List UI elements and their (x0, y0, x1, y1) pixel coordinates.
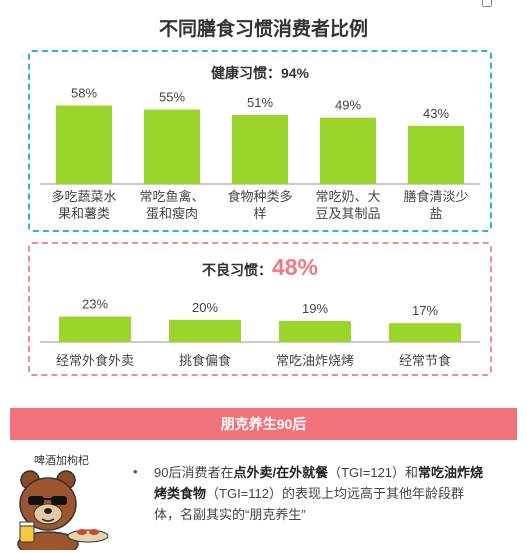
description-bullet: • (133, 464, 138, 479)
bad-panel-title: 不良习惯：48% (30, 254, 490, 281)
bar (320, 117, 376, 184)
banner-text: 朋克养生90后 (220, 416, 307, 432)
category-label: 膳食清淡少 (403, 189, 468, 204)
desc-bold-2: 常吃油炸烧烤类食物 (154, 465, 484, 501)
bad-habits-chart: 23% 经常外食外卖 20% 挑食偏食 19% 常吃油炸烧烤 17% 经常节食 (40, 297, 480, 368)
category-label: 食物种类多 (227, 189, 292, 204)
data-label: 49% (335, 98, 361, 113)
bar (59, 316, 131, 342)
desc-part-1: 90后消费者在 (154, 465, 234, 480)
bad-title-value: 48% (271, 254, 319, 280)
bad-habits-panel: 不良习惯：48% 23% 经常外食外卖 20% 挑食偏食 19% 常吃油炸烧烤 17% 经常节… (28, 242, 492, 376)
category-label: 多吃蔬菜水 (51, 189, 116, 204)
data-label: 17% (412, 303, 438, 318)
bar (389, 323, 461, 342)
page-title: 不同膳食习惯消费者比例 (158, 19, 368, 40)
data-label: 23% (82, 297, 108, 312)
category-label: 样 (253, 206, 266, 221)
category-label: 常吃油炸烧烤 (276, 353, 354, 368)
healthy-habits-panel: 健康习惯：94% 58% 多吃蔬菜水果和薯类 55% 常吃鱼禽、蛋和瘦肉 51% 食物种类… (28, 50, 492, 232)
bear-with-sunglasses-icon (17, 470, 109, 550)
data-label: 55% (159, 90, 185, 105)
bar (169, 319, 241, 342)
category-label: 挑食偏食 (179, 353, 231, 368)
category-label: 常吃奶、大 (315, 189, 380, 204)
category-label: 盐 (429, 206, 442, 221)
banner: 朋克养生90后 (10, 408, 517, 440)
data-label: 19% (302, 301, 328, 316)
category-label: 经常节食 (399, 353, 451, 368)
data-label: 58% (71, 85, 97, 100)
bad-title-prefix: 不良习惯： (201, 262, 272, 278)
desc-part-2: （TGI=121）和 (328, 465, 419, 480)
bar (279, 320, 351, 342)
mascot-label: 啤酒加枸杞 (34, 455, 89, 467)
healthy-title-value: 94% (280, 65, 310, 81)
bar (408, 125, 464, 184)
data-label: 51% (247, 95, 273, 110)
bar (232, 114, 288, 184)
data-label: 43% (423, 106, 449, 121)
desc-part-3: （TGI=112）的表现上均远高于其他年龄段群体，名副其实的“朋克养生” (154, 486, 464, 522)
bar (144, 109, 200, 184)
bar (56, 105, 112, 184)
window-corner-control[interactable] (482, 0, 492, 7)
category-label: 常吃鱼禽、 (139, 189, 204, 204)
healthy-panel-title: 健康习惯：94% (30, 63, 490, 83)
desc-bold-1: 点外卖/在外就餐 (233, 465, 329, 480)
category-label: 蛋和瘦肉 (146, 206, 198, 221)
category-label: 果和薯类 (58, 206, 110, 221)
description-text: 90后消费者在点外卖/在外就餐（TGI=121）和常吃油炸烧烤类食物（TGI=1… (154, 462, 484, 525)
data-label: 20% (192, 300, 218, 315)
category-label: 经常外食外卖 (56, 353, 134, 368)
category-label: 豆及其制品 (315, 206, 380, 221)
healthy-title-prefix: 健康习惯： (210, 65, 281, 81)
